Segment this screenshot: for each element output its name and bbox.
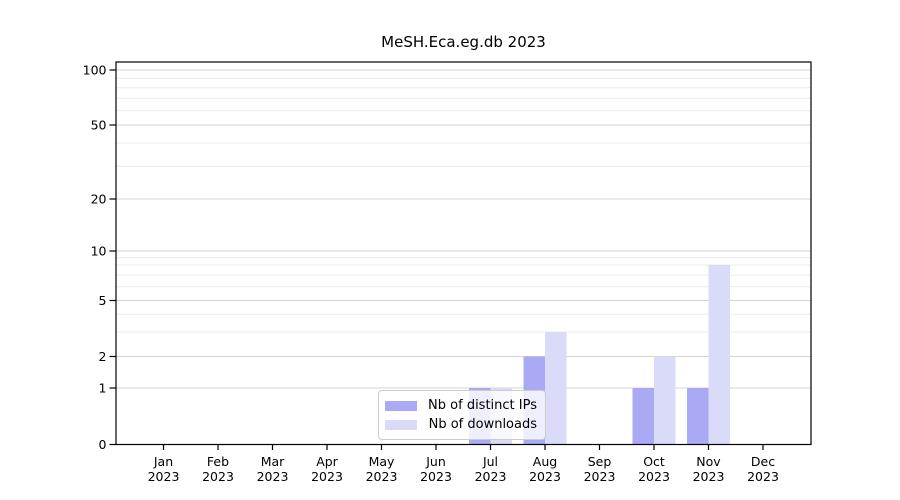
x-tick-label-month: Jun	[425, 454, 446, 469]
y-tick-label: 10	[91, 243, 107, 258]
chart-title: MeSH.Eca.eg.db 2023	[381, 33, 546, 51]
y-tick-label: 1	[99, 380, 107, 395]
x-tick-label-month: Oct	[643, 454, 665, 469]
x-tick-label-year: 2023	[638, 469, 670, 484]
x-tick-label-year: 2023	[202, 469, 234, 484]
x-tick-label-month: Jan	[153, 454, 173, 469]
y-tick-label: 2	[99, 349, 107, 364]
bar-distinct-ips-oct	[632, 388, 654, 445]
y-tick-label: 20	[91, 191, 107, 206]
y-tick-label: 50	[91, 117, 107, 132]
legend-swatch-distinct-ips	[385, 400, 417, 411]
legend-item-distinct-ips: Nb of distinct IPs	[385, 398, 537, 413]
plot-frame	[115, 61, 812, 446]
x-tick-label-year: 2023	[366, 469, 398, 484]
bar-distinct-ips-nov	[687, 388, 709, 445]
x-tick-label-year: 2023	[148, 469, 180, 484]
x-tick-label-month: Feb	[207, 454, 229, 469]
legend-item-downloads: Nb of downloads	[385, 417, 537, 432]
x-tick-label-year: 2023	[420, 469, 452, 484]
x-tick-label-year: 2023	[693, 469, 725, 484]
x-tick-label-month: Mar	[261, 454, 285, 469]
y-tick-label: 5	[99, 293, 107, 308]
legend: Nb of distinct IPs Nb of downloads	[378, 390, 546, 440]
x-tick-label-year: 2023	[257, 469, 289, 484]
x-tick-label-month: Dec	[751, 454, 775, 469]
x-tick-label-month: Sep	[588, 454, 612, 469]
x-tick-label-month: Jul	[482, 454, 498, 469]
bar-downloads-nov	[708, 265, 730, 445]
bar-downloads-aug	[545, 332, 567, 445]
x-tick-label-month: Apr	[316, 454, 338, 469]
bar-downloads-oct	[654, 356, 676, 445]
x-tick-label-year: 2023	[475, 469, 507, 484]
x-tick-label-month: May	[369, 454, 395, 469]
x-tick-label-year: 2023	[747, 469, 779, 484]
x-tick-label-year: 2023	[584, 469, 616, 484]
x-tick-label-month: Nov	[696, 454, 721, 469]
x-tick-label-year: 2023	[529, 469, 561, 484]
legend-label-distinct-ips: Nb of distinct IPs	[428, 398, 537, 413]
legend-label-downloads: Nb of downloads	[428, 417, 537, 432]
y-tick-label: 0	[99, 437, 107, 452]
x-tick-label-month: Aug	[533, 454, 557, 469]
legend-swatch-downloads	[385, 419, 417, 430]
y-tick-label: 100	[83, 62, 107, 77]
x-tick-label-year: 2023	[311, 469, 343, 484]
